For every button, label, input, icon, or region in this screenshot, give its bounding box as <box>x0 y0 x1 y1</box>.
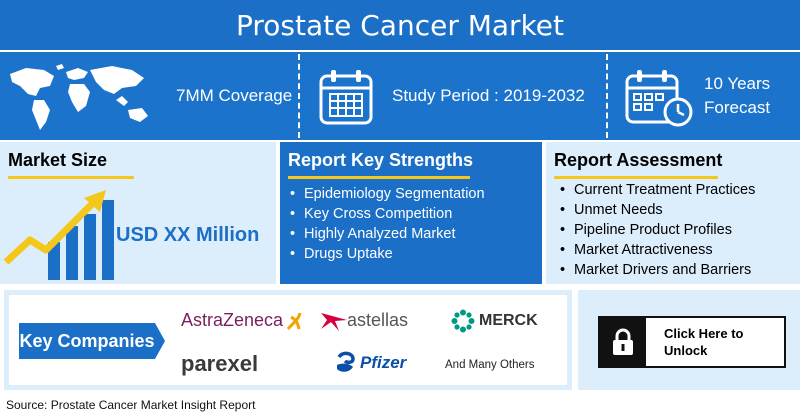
list-item: Market Attractiveness <box>556 240 755 260</box>
list-item: Highly Analyzed Market <box>286 224 485 244</box>
study-period-text: Study Period : 2019-2032 <box>392 86 585 105</box>
forecast-line1: 10 Years <box>704 74 771 93</box>
unlock-line1: Click Here to <box>664 326 744 341</box>
list-item: Drugs Uptake <box>286 244 485 264</box>
unlock-label: Click Here to Unlock <box>664 325 764 359</box>
list-item: Pipeline Product Profiles <box>556 220 755 240</box>
merck-logo: MERCK <box>451 309 538 333</box>
report-assessment-panel: Report Assessment Current Treatment Prac… <box>546 142 800 284</box>
list-item: Epidemiology Segmentation <box>286 184 485 204</box>
calendar-icon <box>319 70 373 125</box>
study-period-stat: Study Period : 2019-2032 <box>392 52 585 140</box>
calendar-clock-icon <box>625 70 693 127</box>
key-strengths-panel: Report Key Strengths Epidemiology Segmen… <box>280 142 542 284</box>
astellas-logo: astellas <box>321 309 408 331</box>
stats-row: 7MM Coverage Study Period : 2019-2032 10… <box>0 52 800 140</box>
report-assessment-heading: Report Assessment <box>554 150 723 170</box>
list-item: Current Treatment Practices <box>556 180 755 200</box>
coverage-stat: 7MM Coverage <box>176 52 292 140</box>
astrazeneca-symbol-icon <box>286 312 302 330</box>
parexel-logo: parexel <box>181 351 258 377</box>
key-strengths-heading: Report Key Strengths <box>288 150 474 170</box>
growth-chart-icon <box>4 190 114 280</box>
unlock-line2: Unlock <box>664 343 708 358</box>
and-many-others-text: And Many Others <box>445 359 535 371</box>
heading-underline <box>8 176 134 179</box>
market-size-value: USD XX Million <box>116 224 260 246</box>
unlock-area: Click Here to Unlock <box>578 290 800 390</box>
source-note: Source: Prostate Cancer Market Insight R… <box>6 398 256 412</box>
astrazeneca-logo: AstraZeneca <box>181 309 303 331</box>
astellas-logo-text: astellas <box>347 309 409 330</box>
unlock-button[interactable]: Click Here to Unlock <box>598 316 786 368</box>
lock-icon <box>600 318 646 366</box>
list-item: Key Cross Competition <box>286 204 485 224</box>
list-item: Market Drivers and Barriers <box>556 260 755 280</box>
pfizer-logo-text: Pfizer <box>360 353 407 372</box>
heading-underline <box>554 176 718 179</box>
coverage-text: 7MM Coverage <box>176 86 293 105</box>
key-companies-box: Key Companies AstraZeneca astellas MERCK… <box>4 290 572 390</box>
astellas-star-icon <box>321 313 347 331</box>
market-size-heading: Market Size <box>8 150 108 170</box>
stats-divider <box>298 54 300 138</box>
merck-logo-text: MERCK <box>479 312 538 329</box>
pfizer-logo: Pfizer <box>335 351 406 375</box>
stats-divider <box>606 54 608 138</box>
forecast-stat: 10 Years Forecast <box>704 52 770 140</box>
key-strengths-list: Epidemiology Segmentation Key Cross Comp… <box>286 184 485 264</box>
page-title: Prostate Cancer Market <box>236 8 564 42</box>
world-map-icon <box>10 64 148 130</box>
list-item: Unmet Needs <box>556 200 755 220</box>
report-assessment-list: Current Treatment Practices Unmet Needs … <box>556 180 755 280</box>
pfizer-symbol-icon <box>337 351 355 372</box>
parexel-logo-text: parexel <box>181 351 259 376</box>
merck-symbol-icon <box>451 309 475 333</box>
title-bar: Prostate Cancer Market <box>0 0 800 50</box>
key-companies-label: Key Companies <box>19 323 165 359</box>
astrazeneca-logo-text: AstraZeneca <box>181 309 284 330</box>
market-size-panel: Market Size USD XX Million <box>0 142 276 284</box>
heading-underline <box>288 176 470 179</box>
forecast-line2: Forecast <box>704 98 771 117</box>
